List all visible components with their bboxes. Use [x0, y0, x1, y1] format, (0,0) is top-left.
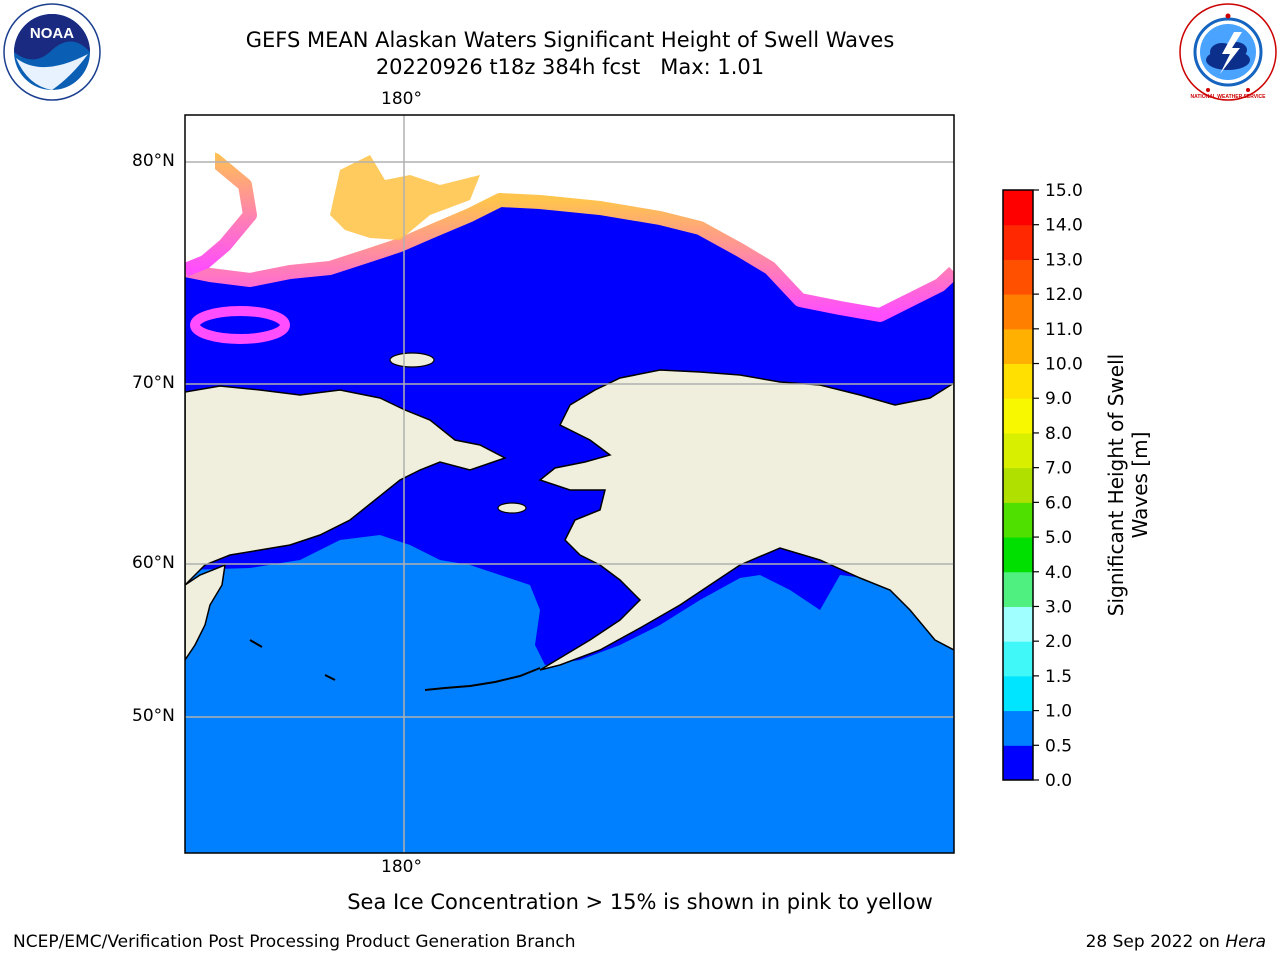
colorbar-segment: [1003, 675, 1033, 712]
land-siberia: [185, 385, 507, 587]
gridlines: [185, 115, 954, 853]
colorbar-segment: [1003, 571, 1033, 607]
colorbar-segment: [1003, 467, 1033, 503]
colorbar-segment: [1003, 224, 1033, 260]
lat-label-50n: 50°N: [132, 706, 175, 726]
colorbar-tick-label: 1.5: [1045, 667, 1072, 687]
wrangel-island: [389, 352, 435, 368]
colorbar-tick-label: 15.0: [1045, 181, 1083, 201]
colorbar-tick-label: 14.0: [1045, 216, 1083, 236]
colorbar-segment: [1003, 398, 1033, 434]
colorbar-segment: [1003, 606, 1033, 642]
colorbar-tick-label: 5.0: [1045, 528, 1072, 548]
colorbar-label-line2: Waves [m]: [1128, 431, 1152, 539]
colorbar: 0.0 0.5 1.0 1.5 2.0 3.0 4.0 5.0 6.0 7.0 8.0 9.0 10.0…: [1002, 181, 1083, 791]
colorbar-segment: [1003, 710, 1033, 746]
colorbar-tick-label: 13.0: [1045, 250, 1083, 270]
sea-ice-pack: [185, 115, 954, 315]
colorbar-tick-label: 1.0: [1045, 702, 1072, 722]
colorbar-segment: [1003, 190, 1033, 226]
footer-date: 28 Sep 2022 on Hera: [1086, 932, 1266, 952]
footer-host: Hera: [1225, 932, 1266, 952]
land-kamchatka: [185, 563, 226, 662]
lat-label-60n: 60°N: [132, 553, 175, 573]
sea-ice-corner: [185, 115, 215, 175]
colorbar-segment: [1003, 259, 1033, 295]
colorbar-tick-label: 12.0: [1045, 285, 1083, 305]
lat-label-70n: 70°N: [132, 373, 175, 393]
commander-islands: [249, 639, 336, 681]
colorbar-tick-label: 10.0: [1045, 355, 1083, 375]
colorbar-tick-label: 7.0: [1045, 459, 1072, 479]
noaa-logo-text: NOAA: [30, 25, 74, 42]
sea-ice-note: Sea Ice Concentration > 15% is shown in …: [347, 890, 933, 914]
colorbar-tick-label: 0.0: [1045, 771, 1072, 791]
colorbar-segment: [1003, 502, 1033, 538]
noaa-logo: NOAA: [3, 3, 101, 101]
colorbar-segment: [1003, 432, 1033, 469]
lon-label-bottom: 180°: [381, 857, 422, 877]
aleutian-islands: [424, 667, 541, 691]
colorbar-segment: [1003, 328, 1033, 365]
nws-logo: NATIONAL WEATHER SERVICE: [1179, 3, 1277, 101]
colorbar-tick-label: 3.0: [1045, 597, 1072, 617]
colorbar-label-line1: Significant Height of Swell: [1104, 353, 1128, 617]
lat-label-80n: 80°N: [132, 151, 175, 171]
colorbar-segment: [1003, 641, 1033, 677]
nws-logo-text: NATIONAL WEATHER SERVICE: [1191, 94, 1267, 100]
colorbar-frame: [1002, 189, 1034, 781]
st-lawrence-island: [497, 502, 527, 514]
footer-date-text: 28 Sep 2022 on: [1085, 932, 1226, 952]
footer-credit: NCEP/EMC/Verification Post Processing Pr…: [13, 932, 576, 952]
colorbar-tick-label: 2.0: [1045, 632, 1072, 652]
sea-ice-chukchi-patch: [190, 306, 290, 344]
sea-ice-yellow-patch: [330, 155, 480, 240]
colorbar-segment: [1003, 537, 1033, 573]
sea-ice-edge: [185, 193, 954, 322]
colorbar-segment: [1003, 363, 1033, 399]
chart-title: GEFS MEAN Alaskan Waters Significant Hei…: [245, 28, 895, 52]
colorbar-tick-label: 11.0: [1045, 320, 1083, 340]
colorbar-tick-label: 0.5: [1045, 736, 1072, 756]
colorbar-tick-label: 9.0: [1045, 389, 1072, 409]
colorbar-tick-label: 4.0: [1045, 563, 1072, 583]
colorbar-label: Significant Height of Swell Waves [m]: [1104, 325, 1152, 645]
colorbar-tick-label: 8.0: [1045, 424, 1072, 444]
lon-label-top: 180°: [381, 89, 422, 109]
colorbar-tick-label: 6.0: [1045, 493, 1072, 513]
chart-subtitle: 20220926 t18z 384h fcst Max: 1.01: [375, 55, 765, 79]
map-frame: [184, 114, 955, 854]
colorbar-segment: [1003, 745, 1033, 781]
colorbar-segment: [1003, 294, 1033, 330]
land-alaska: [538, 369, 954, 671]
